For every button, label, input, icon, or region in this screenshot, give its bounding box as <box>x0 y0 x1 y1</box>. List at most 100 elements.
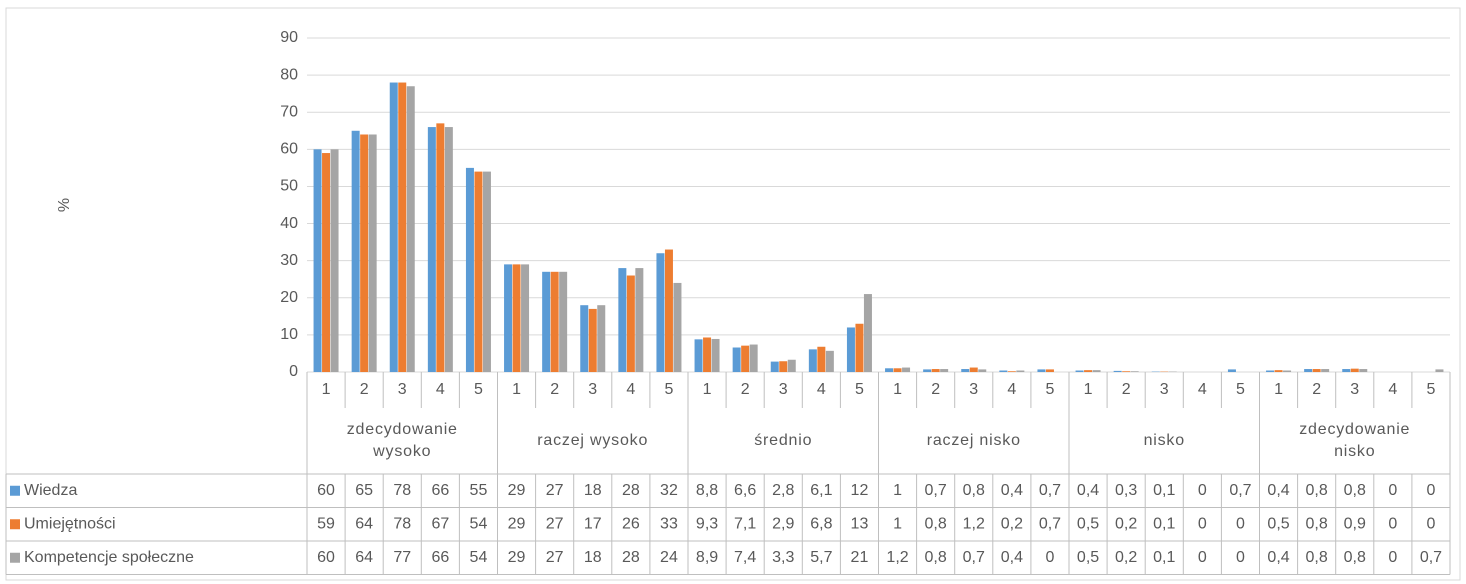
group-label-text: raczej wysoko <box>537 432 649 449</box>
table-value: 0,4 <box>1077 482 1099 499</box>
table-value: 1 <box>893 515 902 532</box>
table-value: 0,8 <box>963 482 985 499</box>
table-value: 27 <box>546 549 564 566</box>
bar <box>940 369 949 372</box>
y-tick-label: 70 <box>280 103 298 120</box>
table-value: 0,4 <box>1267 482 1289 499</box>
bar <box>1342 369 1351 372</box>
bar <box>961 369 970 372</box>
bar <box>521 264 530 372</box>
bar <box>360 134 369 372</box>
table-value: 1,2 <box>963 515 985 532</box>
table-value: 0 <box>1426 482 1435 499</box>
legend-label: Umiejętności <box>24 515 116 532</box>
x-tick-label: 2 <box>931 381 940 398</box>
bar <box>559 271 568 372</box>
bar <box>542 271 551 372</box>
table-value: 6,1 <box>810 482 832 499</box>
bar <box>893 368 902 372</box>
table-value: 0,7 <box>925 482 947 499</box>
table-value: 55 <box>470 482 488 499</box>
x-tick-label: 5 <box>664 381 673 398</box>
table-value: 0 <box>1426 515 1435 532</box>
bar <box>673 282 682 372</box>
table-value: 60 <box>317 482 335 499</box>
bar <box>923 369 932 372</box>
x-tick-label: 3 <box>1350 381 1359 398</box>
table-value: 2,8 <box>772 482 794 499</box>
group-label: zdecydowanie wysoko <box>307 408 498 474</box>
bar <box>474 171 483 372</box>
group-label: nisko <box>1069 408 1260 474</box>
table-value: 21 <box>851 549 869 566</box>
bar <box>322 153 331 372</box>
table-value: 0,5 <box>1077 549 1099 566</box>
bar <box>406 86 415 372</box>
table-value: 0 <box>1045 549 1054 566</box>
bar <box>465 167 474 372</box>
table-value: 0,7 <box>1420 549 1442 566</box>
y-tick-label: 90 <box>280 29 298 46</box>
bar <box>1274 370 1283 372</box>
bar <box>863 294 872 372</box>
bar <box>749 344 758 372</box>
table-value: 0,7 <box>1229 482 1251 499</box>
bar <box>825 350 834 372</box>
bar <box>580 305 589 372</box>
y-tick-label: 20 <box>280 289 298 306</box>
group-label-text: zdecydowanie wysoko <box>346 421 458 460</box>
bar <box>351 130 360 372</box>
x-tick-label: 3 <box>1160 381 1169 398</box>
x-tick-label: 3 <box>588 381 597 398</box>
y-axis-label: % <box>56 198 73 212</box>
table-value: 0 <box>1388 482 1397 499</box>
bar <box>703 337 712 372</box>
bar <box>1312 369 1321 372</box>
y-tick-label: 0 <box>289 363 298 380</box>
bar <box>389 82 398 373</box>
table-value: 54 <box>470 515 488 532</box>
table-value: 0,1 <box>1153 515 1175 532</box>
bar <box>313 149 322 372</box>
x-tick-label: 5 <box>855 381 864 398</box>
bar <box>817 346 826 372</box>
group-label: raczej wysoko <box>498 408 689 474</box>
table-value: 0 <box>1236 549 1245 566</box>
table-value: 0 <box>1388 515 1397 532</box>
table-value: 0,7 <box>963 549 985 566</box>
table-value: 0 <box>1236 515 1245 532</box>
table-value: 6,6 <box>734 482 756 499</box>
x-tick-label: 4 <box>1388 381 1397 398</box>
table-value: 0,2 <box>1115 549 1137 566</box>
table-value: 0,4 <box>1001 482 1023 499</box>
bar <box>504 264 513 372</box>
bar <box>1283 370 1292 372</box>
bar <box>1113 370 1122 372</box>
legend-key <box>10 519 20 530</box>
x-tick-label: 2 <box>550 381 559 398</box>
y-tick-label: 60 <box>280 141 298 158</box>
bar <box>1092 370 1101 372</box>
table-value: 0,8 <box>925 549 947 566</box>
x-tick-label: 1 <box>512 381 521 398</box>
table-value: 0,8 <box>925 515 947 532</box>
bar <box>1321 369 1330 372</box>
table-value: 28 <box>622 549 640 566</box>
x-tick-label: 1 <box>703 381 712 398</box>
bar <box>1227 369 1236 372</box>
bar <box>1037 369 1046 372</box>
table-value: 29 <box>508 549 526 566</box>
table-value: 54 <box>470 549 488 566</box>
bar <box>588 308 597 372</box>
x-tick-label: 1 <box>1274 381 1283 398</box>
table-value: 28 <box>622 482 640 499</box>
table-value: 8,8 <box>696 482 718 499</box>
bar <box>846 327 855 372</box>
table-value: 0,7 <box>1039 515 1061 532</box>
bar <box>855 323 864 372</box>
x-tick-label: 2 <box>741 381 750 398</box>
table-value: 0,5 <box>1267 515 1289 532</box>
legend-label: Kompetencje społeczne <box>24 549 194 566</box>
chart-border <box>5 7 1461 581</box>
